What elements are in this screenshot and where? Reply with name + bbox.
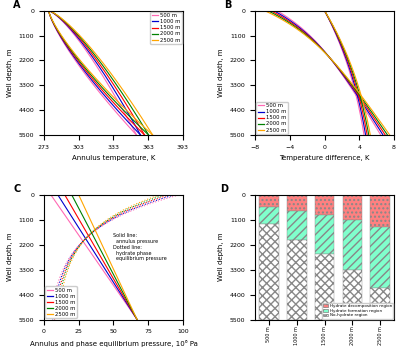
Y-axis label: Well depth, m: Well depth, m	[7, 233, 13, 282]
Text: A: A	[14, 0, 21, 10]
X-axis label: Annulus and phase equilibrium pressure, 10⁶ Pa: Annulus and phase equilibrium pressure, …	[30, 340, 197, 347]
Y-axis label: Well depth, m: Well depth, m	[218, 233, 224, 282]
Text: B: B	[224, 0, 232, 10]
X-axis label: Temperature difference, K: Temperature difference, K	[279, 155, 370, 162]
Legend: 500 m, 1000 m, 1500 m, 2000 m, 2500 m: 500 m, 1000 m, 1500 m, 2000 m, 2500 m	[256, 102, 288, 134]
Bar	[370, 195, 390, 226]
Y-axis label: Well depth, m: Well depth, m	[7, 49, 13, 97]
Bar	[343, 220, 362, 270]
Text: Solid line:
  annulus pressure
Dotted line:
  hydrate phase
  equilibrium pressu: Solid line: annulus pressure Dotted line…	[114, 233, 167, 261]
Text: C: C	[14, 185, 21, 195]
Bar	[259, 195, 279, 207]
Bar	[315, 215, 334, 254]
Bar	[259, 207, 279, 224]
Bar	[370, 288, 390, 320]
Bar	[287, 195, 306, 211]
Bar	[343, 195, 362, 220]
Bar	[287, 240, 306, 320]
Bar	[287, 211, 306, 240]
Bar	[370, 226, 390, 288]
Bar	[315, 254, 334, 320]
Bar	[259, 224, 279, 320]
Legend: 500 m, 1000 m, 1500 m, 2000 m, 2500 m: 500 m, 1000 m, 1500 m, 2000 m, 2500 m	[45, 286, 76, 318]
Text: D: D	[220, 185, 228, 195]
X-axis label: Annulus temperature, K: Annulus temperature, K	[72, 155, 155, 162]
Bar	[343, 270, 362, 320]
Legend: 500 m, 1000 m, 1500 m, 2000 m, 2500 m: 500 m, 1000 m, 1500 m, 2000 m, 2500 m	[150, 12, 182, 44]
Legend: Hydrate decomposition region, Hydrate formation region, No-hydrate region: Hydrate decomposition region, Hydrate fo…	[322, 302, 393, 319]
Bar	[315, 195, 334, 215]
Y-axis label: Well depth, m: Well depth, m	[218, 49, 224, 97]
